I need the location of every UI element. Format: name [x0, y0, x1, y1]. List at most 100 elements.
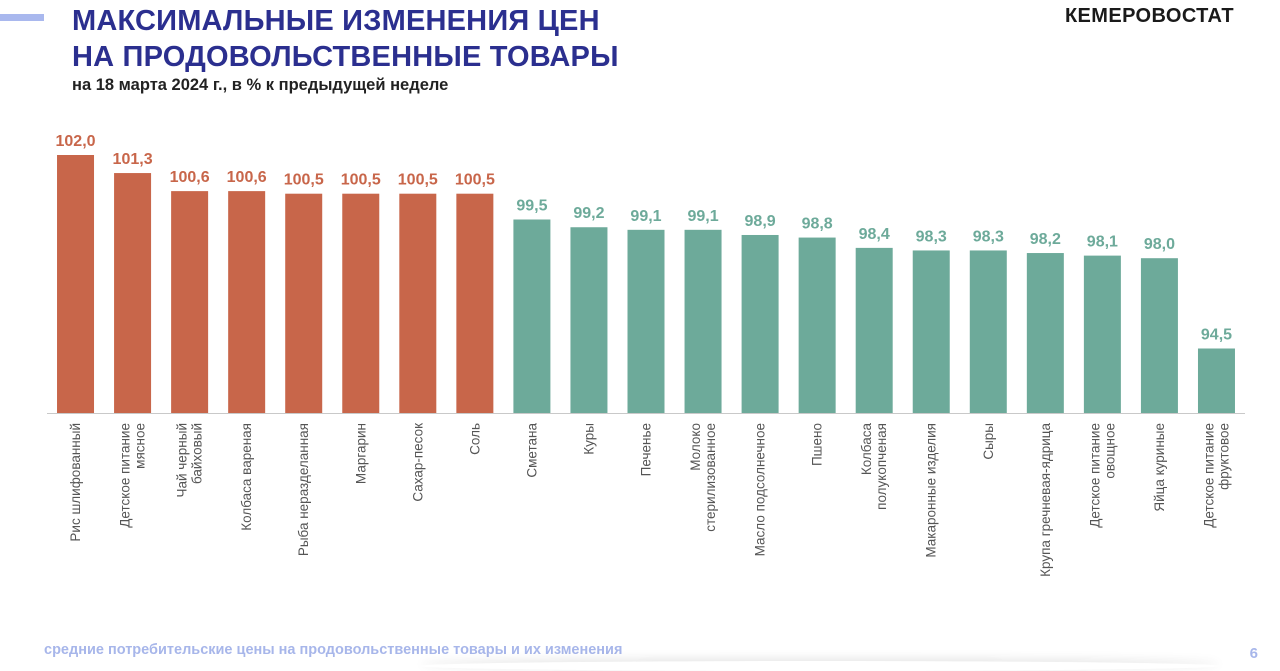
data-label: 98,9: [745, 213, 776, 230]
category-label: Детское питаниефруктовое: [1201, 423, 1231, 528]
footer-caption[interactable]: средние потребительские цены на продовол…: [44, 642, 623, 658]
category-label: Масло подсолнечное: [753, 423, 768, 556]
category-label: Маргарин: [353, 423, 368, 484]
category-label: Соль: [467, 423, 482, 455]
page-subtitle: на 18 марта 2024 г., в % к предыдущей не…: [72, 76, 449, 94]
category-label-line: овощное: [1102, 423, 1117, 479]
category-label: Детское питаниемясное: [118, 423, 148, 528]
data-label: 98,3: [973, 228, 1004, 245]
bar[interactable]: [969, 250, 1007, 413]
bar[interactable]: [1197, 348, 1235, 414]
data-label: 98,8: [802, 216, 833, 233]
data-label: 102,0: [56, 133, 96, 150]
data-label: 99,2: [573, 205, 604, 222]
category-label-line: Детское питание: [1087, 423, 1102, 528]
category-label: Макаронные изделия: [924, 423, 939, 558]
bar[interactable]: [342, 193, 380, 413]
category-label: Сыры: [981, 423, 996, 460]
data-label: 98,3: [916, 228, 947, 245]
category-label-line: Печенье: [639, 423, 654, 476]
category-label-line: фруктовое: [1216, 423, 1231, 490]
category-label: Сметана: [524, 423, 539, 478]
category-label-line: Макаронные изделия: [924, 423, 939, 558]
category-label-line: стерилизованное: [703, 423, 718, 532]
data-label: 98,4: [859, 226, 890, 243]
brand-logo-text: КЕМЕРОВОСТАТ: [1064, 5, 1234, 27]
bar[interactable]: [399, 193, 437, 413]
category-label-line: Яйца куриные: [1152, 423, 1167, 512]
data-label: 100,5: [398, 172, 438, 189]
category-label-line: Колбаса вареная: [239, 423, 254, 531]
category-label: Крупа гречневая-ядрица: [1038, 423, 1053, 577]
bar[interactable]: [912, 250, 950, 413]
data-label: 98,1: [1087, 234, 1118, 251]
title-line-1: МАКСИМАЛЬНЫЕ ИЗМЕНЕНИЯ ЦЕН: [72, 5, 600, 37]
category-label: Колбаса вареная: [239, 423, 254, 531]
category-label: Детское питаниеовощное: [1087, 423, 1117, 528]
data-label: 98,0: [1144, 236, 1175, 253]
category-label-line: Масло подсолнечное: [753, 423, 768, 556]
bar[interactable]: [456, 193, 494, 413]
data-label: 100,6: [170, 169, 210, 186]
data-label: 99,1: [630, 208, 661, 225]
category-label-line: Крупа гречневая-ядрица: [1038, 423, 1053, 577]
bar[interactable]: [627, 229, 665, 413]
category-label: Яйца куриные: [1152, 423, 1167, 512]
bar[interactable]: [798, 237, 836, 413]
bar[interactable]: [570, 227, 608, 413]
data-label: 99,1: [687, 208, 718, 225]
category-label-line: Колбаса: [859, 423, 874, 476]
category-label-line: Рис шлифованный: [68, 423, 83, 542]
bar[interactable]: [171, 191, 209, 413]
accent-bar: [0, 14, 44, 21]
category-label: Сахар-песок: [410, 423, 425, 502]
category-label-line: Маргарин: [353, 423, 368, 484]
category-label-line: Сметана: [524, 423, 539, 478]
category-label-line: Сахар-песок: [410, 423, 425, 502]
page-number: 6: [1249, 645, 1258, 662]
category-label: Пшено: [810, 423, 825, 466]
category-label: Молокостерилизованное: [688, 423, 718, 532]
category-label-line: Чай черный: [175, 423, 190, 498]
data-label: 100,5: [455, 172, 495, 189]
category-label-line: Детское питание: [118, 423, 133, 528]
bar[interactable]: [285, 193, 323, 413]
category-label-line: Рыба неразделанная: [296, 423, 311, 556]
bar[interactable]: [228, 191, 266, 413]
bar[interactable]: [1026, 253, 1064, 413]
bar[interactable]: [1083, 255, 1121, 413]
category-label-line: Соль: [467, 423, 482, 455]
category-label-line: Сыры: [981, 423, 996, 460]
category-label: Рыба неразделанная: [296, 423, 311, 556]
data-label: 100,6: [227, 169, 267, 186]
category-label-line: байховый: [190, 423, 205, 484]
category-label: Колбасаполукопченая: [859, 423, 889, 510]
category-label: Рис шлифованный: [68, 423, 83, 542]
data-label: 101,3: [113, 151, 153, 168]
bar[interactable]: [1140, 258, 1178, 413]
data-label: 94,5: [1201, 327, 1232, 344]
title-line-2: НА ПРОДОВОЛЬСТВЕННЫЕ ТОВАРЫ: [72, 41, 619, 73]
category-label: Чай черныйбайховый: [175, 423, 205, 498]
bar[interactable]: [741, 234, 779, 413]
bar[interactable]: [513, 219, 551, 414]
category-label-line: полукопченая: [874, 423, 889, 510]
category-label-line: Детское питание: [1201, 423, 1216, 528]
bar[interactable]: [684, 229, 722, 413]
data-label: 100,5: [341, 172, 381, 189]
category-label: Печенье: [639, 423, 654, 476]
category-label: Куры: [581, 423, 596, 455]
bottom-shadow: [420, 661, 1220, 671]
data-label: 98,2: [1030, 231, 1061, 248]
category-label-line: Куры: [581, 423, 596, 455]
bar[interactable]: [57, 155, 95, 413]
bar[interactable]: [114, 173, 152, 413]
bar[interactable]: [855, 247, 893, 413]
category-label-line: Молоко: [688, 423, 703, 471]
page-title: МАКСИМАЛЬНЫЕ ИЗМЕНЕНИЯ ЦЕН НА ПРОДОВОЛЬС…: [72, 3, 619, 75]
category-label-line: мясное: [133, 423, 148, 469]
data-label: 100,5: [284, 172, 324, 189]
data-label: 99,5: [516, 198, 547, 215]
category-label-line: Пшено: [810, 423, 825, 466]
